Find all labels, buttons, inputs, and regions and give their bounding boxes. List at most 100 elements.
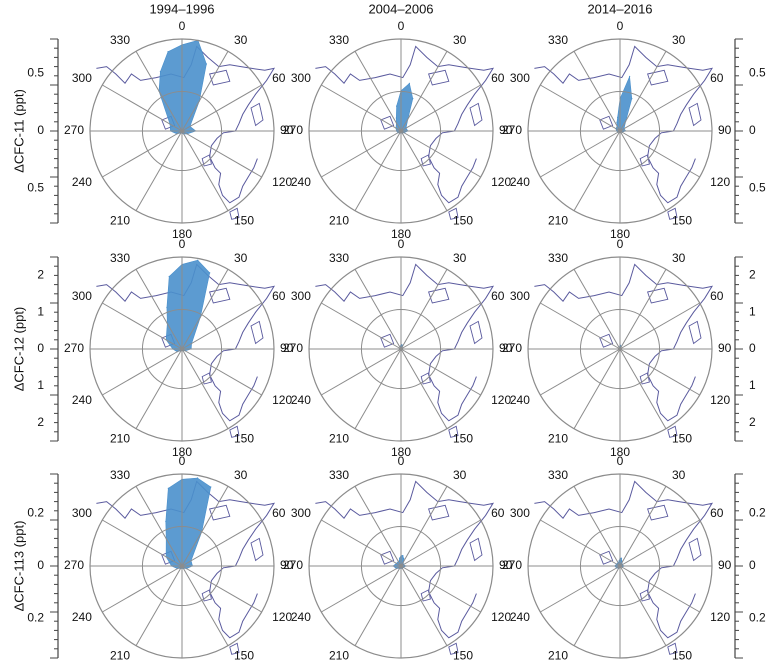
right-tick-label: 0.5	[749, 181, 766, 195]
coastline-island	[209, 69, 231, 86]
direction-label: 90	[499, 123, 513, 137]
direction-label: 0	[398, 454, 405, 468]
direction-label: 180	[391, 227, 411, 241]
direction-label: 150	[672, 431, 692, 445]
direction-label: 90	[718, 558, 732, 572]
coastline-island	[469, 320, 483, 345]
direction-label: 270	[502, 341, 522, 355]
direction-label: 240	[72, 610, 92, 624]
coastline-island	[639, 589, 650, 602]
direction-label: 150	[453, 648, 473, 662]
coastline-island	[229, 425, 240, 438]
direction-spoke	[540, 302, 621, 350]
direction-label: 30	[672, 251, 686, 265]
direction-spoke	[321, 565, 402, 613]
coastline-island	[647, 504, 669, 521]
direction-spoke	[619, 565, 667, 646]
polar-panel: 2004–2006 0 30 60 90 120 150 180 210 240 270 300 330	[283, 1, 513, 241]
direction-spoke	[354, 130, 402, 211]
direction-label: 210	[548, 648, 568, 662]
direction-label: 210	[329, 213, 349, 227]
coastline-island	[448, 425, 459, 438]
coastline-island	[229, 642, 240, 655]
direction-spoke	[619, 519, 700, 567]
coastline-island	[667, 642, 678, 655]
coastline	[96, 263, 276, 422]
coastline-island	[201, 372, 212, 385]
coastline	[315, 480, 495, 639]
direction-spoke	[573, 269, 621, 350]
coastline-island	[250, 537, 264, 562]
direction-spoke	[540, 84, 621, 132]
direction-spoke	[400, 130, 481, 178]
direction-spoke	[181, 51, 229, 132]
wedge-point	[159, 71, 161, 73]
wedge-point	[616, 121, 618, 123]
direction-spoke	[540, 565, 621, 613]
direction-label: 240	[510, 175, 530, 189]
coastline-island	[469, 537, 483, 562]
right-tick-label: 2	[749, 268, 756, 282]
direction-label: 270	[283, 341, 303, 355]
wedge-point	[412, 98, 414, 100]
coastline-island	[380, 333, 395, 348]
direction-spoke	[400, 348, 448, 429]
direction-label: 210	[329, 648, 349, 662]
left-tick-label: 0.5	[27, 66, 44, 80]
direction-spoke	[181, 486, 229, 567]
direction-spoke	[102, 348, 183, 396]
coastline-island	[667, 425, 678, 438]
coastline	[315, 263, 495, 422]
direction-label: 150	[672, 213, 692, 227]
polar-panel: 0 30 60 90 120 150 180 210 240 270 300 330	[502, 237, 732, 459]
direction-spoke	[619, 302, 700, 350]
wedge-point	[167, 51, 169, 53]
direction-spoke	[181, 565, 229, 646]
direction-label: 60	[491, 289, 505, 303]
coastline	[96, 480, 276, 639]
coastline-island	[639, 154, 650, 167]
left-tick-label: 2	[37, 268, 44, 282]
direction-spoke	[102, 565, 183, 613]
wedge-point	[402, 555, 404, 557]
row-ylabel: ΔCFC-11 (ppt)	[11, 89, 26, 173]
direction-label: 90	[280, 341, 294, 355]
wedge-point	[396, 105, 398, 107]
coastline-island	[599, 550, 614, 565]
direction-spoke	[181, 130, 262, 178]
direction-label: 0	[617, 454, 624, 468]
direction-spoke	[400, 302, 481, 350]
coastline-island	[428, 287, 450, 304]
coastline-island	[688, 320, 702, 345]
direction-spoke	[619, 348, 667, 429]
left-tick-label: 0.5	[27, 181, 44, 195]
direction-spoke	[181, 565, 262, 613]
direction-label: 0	[617, 19, 624, 33]
direction-label: 240	[72, 393, 92, 407]
wedge-point	[395, 117, 397, 119]
direction-label: 330	[329, 251, 349, 265]
left-tick-label: 2	[37, 415, 44, 429]
direction-label: 210	[110, 648, 130, 662]
direction-label: 300	[291, 289, 311, 303]
direction-label: 120	[491, 610, 511, 624]
wedge-point	[617, 116, 619, 118]
direction-spoke	[102, 519, 183, 567]
right-tick-label: 1	[749, 304, 756, 318]
polar-panel: 0 30 60 90 120 150 180 210 240 270 300 330	[283, 237, 513, 459]
direction-label: 330	[329, 468, 349, 482]
direction-label: 210	[548, 431, 568, 445]
direction-label: 240	[291, 175, 311, 189]
left-tick-label: 0	[37, 558, 44, 572]
direction-spoke	[540, 130, 621, 178]
direction-spoke	[135, 486, 183, 567]
direction-spoke	[321, 348, 402, 396]
direction-label: 330	[110, 251, 130, 265]
wedge-point	[210, 486, 212, 488]
direction-label: 120	[491, 393, 511, 407]
direction-spoke	[619, 84, 700, 132]
direction-label: 300	[72, 506, 92, 520]
direction-spoke	[540, 519, 621, 567]
coastline-island	[599, 115, 614, 130]
wedge-point	[209, 272, 211, 274]
